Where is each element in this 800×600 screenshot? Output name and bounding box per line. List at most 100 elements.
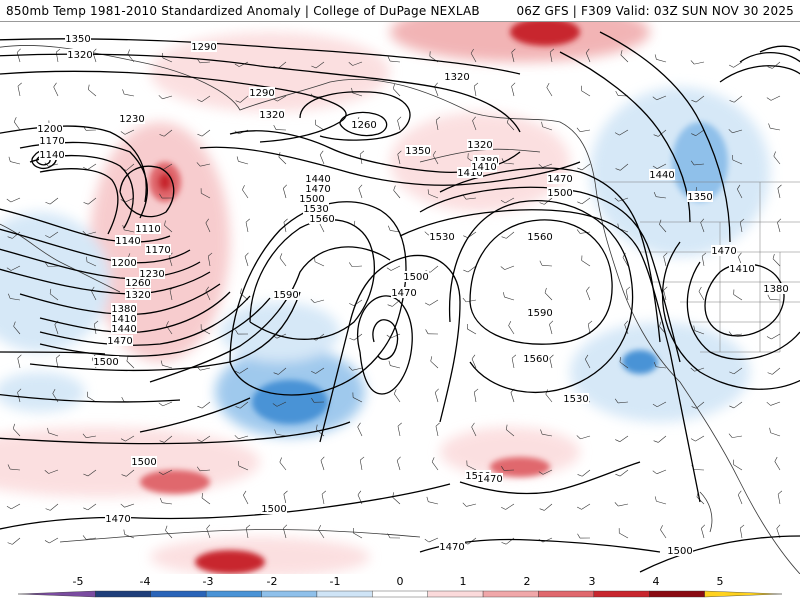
wind-barb <box>701 524 706 539</box>
contour-label-bg <box>563 393 589 404</box>
wind-barb <box>55 354 61 369</box>
wind-barb <box>359 150 365 165</box>
legend-swatch <box>593 590 650 598</box>
cold-anomaly-core <box>622 350 658 374</box>
wind-barb <box>273 125 287 131</box>
warm-anomaly-core <box>490 457 550 477</box>
wind-barb <box>236 156 249 165</box>
warm-anomaly-core <box>195 550 265 574</box>
weather-map[interactable]: 1350132012901290132013201260132013501380… <box>0 22 800 574</box>
wind-barb <box>652 95 667 101</box>
wind-barb <box>235 329 249 335</box>
political-borders <box>600 181 800 353</box>
wind-barb <box>581 255 591 267</box>
wind-barb <box>387 56 401 63</box>
legend-tick-label: 4 <box>653 575 660 588</box>
legend-tick-label: -2 <box>267 575 278 588</box>
wind-barb <box>245 524 251 539</box>
contour-label-bg <box>67 49 93 60</box>
wind-barb <box>728 433 743 438</box>
wind-barb <box>473 388 479 403</box>
contour-label: 1530 <box>429 232 454 243</box>
wind-barb <box>549 48 555 63</box>
wind-barb <box>234 367 249 374</box>
wind-barb <box>618 528 629 539</box>
model-run-info: 06Z GFS | F309 Valid: 03Z SUN NOV 30 202… <box>516 4 794 18</box>
wind-barb <box>197 435 211 442</box>
wind-barb <box>585 354 591 369</box>
contour-label-bg <box>687 191 713 202</box>
wind-barb <box>235 95 249 103</box>
wind-barb <box>653 435 667 443</box>
wind-barb <box>126 356 135 369</box>
wind-barb <box>353 528 363 539</box>
wind-barb <box>205 218 211 233</box>
wind-barb <box>397 422 402 437</box>
wind-barb <box>164 220 173 233</box>
wind-barb <box>235 401 249 409</box>
contour-label: 1290 <box>191 42 216 53</box>
wind-barb <box>690 435 705 442</box>
contour-label-bg <box>37 123 63 134</box>
wind-barb <box>728 61 743 68</box>
wind-barb <box>739 218 745 233</box>
wind-barb <box>16 48 21 63</box>
wind-barb <box>396 456 401 471</box>
contour-label-bg <box>65 33 91 44</box>
wind-barb <box>320 456 325 471</box>
wind-barb <box>425 329 439 335</box>
contour-label: 1470 <box>477 474 502 485</box>
contour-label: 1380 <box>111 304 136 315</box>
wind-barb <box>53 82 59 97</box>
contour-label: 1590 <box>273 290 298 301</box>
contour-label: 1170 <box>39 136 64 147</box>
wind-barb <box>767 61 781 69</box>
contour-label: 1320 <box>259 110 284 121</box>
wind-barb <box>92 48 97 63</box>
wind-barb <box>691 129 705 136</box>
contour-label-bg <box>93 356 119 367</box>
wind-barb <box>766 333 781 340</box>
contour-label: 1200 <box>37 124 62 135</box>
wind-barb <box>158 469 173 475</box>
wind-barb <box>739 524 745 539</box>
contour-label: 1470 <box>105 514 130 525</box>
wind-barb <box>660 525 667 539</box>
contour-label-bg <box>667 545 693 556</box>
contour-label: 1320 <box>467 140 492 151</box>
wind-barb <box>505 424 515 437</box>
wind-barb <box>462 502 477 507</box>
contour-label-bg <box>351 119 377 130</box>
wind-barb <box>767 294 781 301</box>
wind-barb <box>352 392 363 403</box>
wind-barb <box>539 503 553 511</box>
contour-label: 1440 <box>305 174 330 185</box>
wind-barb <box>319 150 325 165</box>
legend-tick-label: 2 <box>524 575 531 588</box>
wind-barb <box>701 252 707 267</box>
contour-label: 1470 <box>391 288 416 299</box>
wind-barb <box>44 262 59 267</box>
wind-barb <box>82 230 97 235</box>
wind-barb <box>467 323 477 335</box>
wind-barb <box>159 193 173 199</box>
legend-swatch <box>95 590 151 598</box>
height-contours <box>0 31 800 573</box>
contour-label: 1590 <box>527 308 552 319</box>
wind-barb <box>272 401 287 407</box>
legend-swatch <box>372 590 428 598</box>
wind-barb <box>392 83 401 97</box>
wind-barb <box>500 265 515 270</box>
wind-barb <box>653 362 667 369</box>
wind-barb <box>393 389 401 403</box>
wind-barb <box>426 496 439 505</box>
legend-tick-label: 5 <box>717 575 724 588</box>
wind-barb <box>427 189 439 199</box>
wind-barb <box>700 218 705 233</box>
wind-barb <box>733 459 743 471</box>
wind-barb <box>585 48 591 63</box>
contour-label: 1500 <box>299 194 324 205</box>
wind-barb <box>82 433 97 438</box>
wind-barb <box>501 466 515 471</box>
wind-barb <box>690 160 705 166</box>
